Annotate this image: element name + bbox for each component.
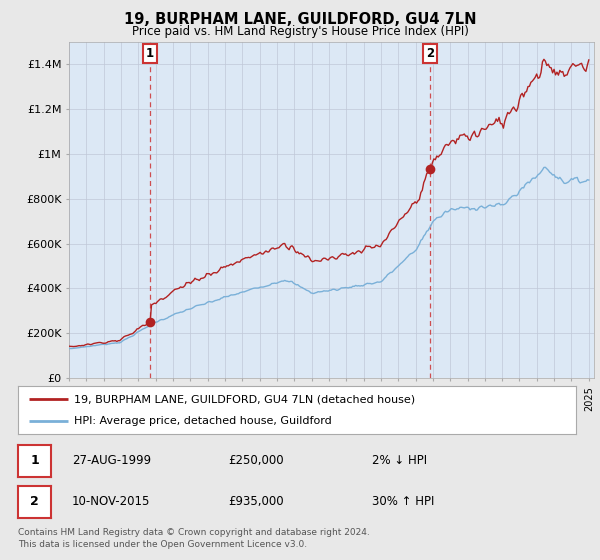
Text: Contains HM Land Registry data © Crown copyright and database right 2024.
This d: Contains HM Land Registry data © Crown c… [18,528,370,549]
Text: Price paid vs. HM Land Registry's House Price Index (HPI): Price paid vs. HM Land Registry's House … [131,25,469,38]
Text: 1: 1 [30,454,39,468]
Text: HPI: Average price, detached house, Guildford: HPI: Average price, detached house, Guil… [74,416,332,426]
Text: 30% ↑ HPI: 30% ↑ HPI [372,495,434,508]
Text: 27-AUG-1999: 27-AUG-1999 [72,454,151,468]
Text: 2: 2 [427,47,434,60]
Text: 1: 1 [146,47,154,60]
Text: 2: 2 [30,495,39,508]
Text: £935,000: £935,000 [228,495,284,508]
Text: 19, BURPHAM LANE, GUILDFORD, GU4 7LN: 19, BURPHAM LANE, GUILDFORD, GU4 7LN [124,12,476,27]
Text: 19, BURPHAM LANE, GUILDFORD, GU4 7LN (detached house): 19, BURPHAM LANE, GUILDFORD, GU4 7LN (de… [74,394,415,404]
Text: £250,000: £250,000 [228,454,284,468]
Text: 2% ↓ HPI: 2% ↓ HPI [372,454,427,468]
Text: 10-NOV-2015: 10-NOV-2015 [72,495,151,508]
